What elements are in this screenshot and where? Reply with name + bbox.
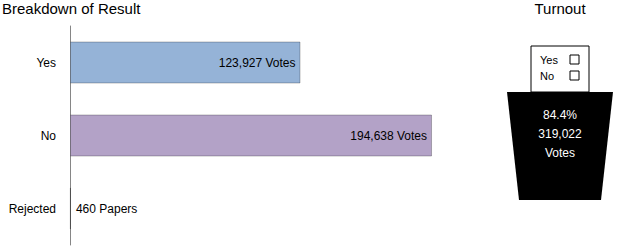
svg-text:Breakdown of Result: Breakdown of Result [2, 0, 141, 17]
svg-text:319,022: 319,022 [538, 127, 582, 141]
svg-text:No: No [540, 70, 554, 82]
svg-text:Turnout: Turnout [534, 0, 586, 17]
svg-text:123,927 Votes: 123,927 Votes [219, 56, 296, 70]
svg-text:460 Papers: 460 Papers [76, 202, 137, 216]
svg-text:84.4%: 84.4% [543, 108, 577, 122]
svg-text:194,638 Votes: 194,638 Votes [350, 129, 427, 143]
svg-text:Rejected: Rejected [9, 202, 56, 216]
svg-text:Yes: Yes [540, 54, 558, 66]
svg-text:Votes: Votes [545, 146, 575, 160]
svg-text:Yes: Yes [36, 56, 56, 70]
svg-text:No: No [41, 129, 57, 143]
